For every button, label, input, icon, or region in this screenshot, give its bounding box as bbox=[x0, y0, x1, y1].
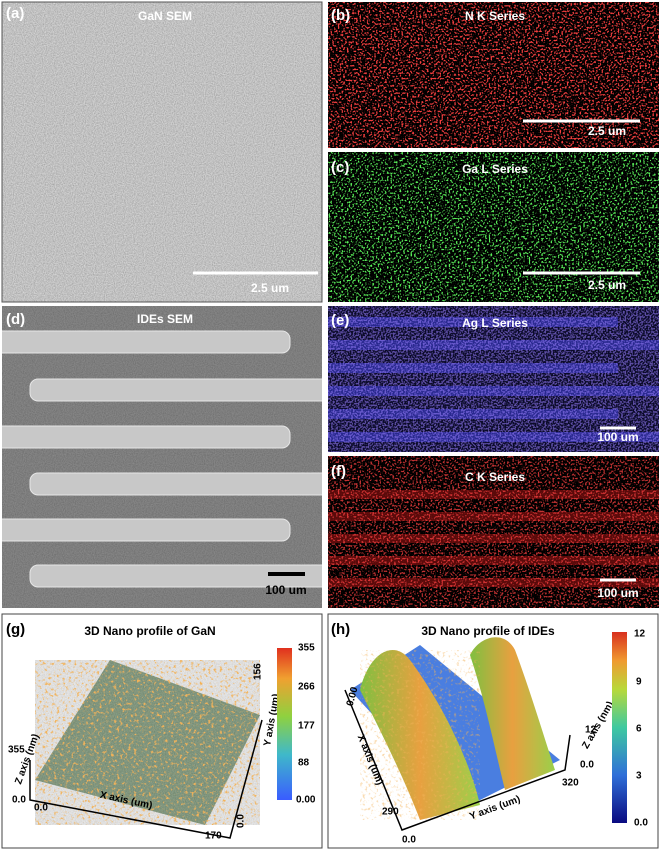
axes bbox=[29, 719, 263, 839]
axis-number: 12 bbox=[585, 725, 597, 736]
axis-number: 156 bbox=[253, 663, 264, 680]
colorbar-tick: 0.00 bbox=[296, 795, 316, 806]
scale-bar-label: 100 um bbox=[597, 430, 638, 444]
panel-label: (d) bbox=[6, 311, 25, 328]
axis-number: 355 bbox=[8, 745, 25, 756]
colorbar-tick: 6 bbox=[636, 724, 642, 735]
sem-texture bbox=[2, 306, 322, 608]
scale-bar-label: 2.5 um bbox=[588, 278, 626, 292]
axis-number: 0.00 bbox=[345, 685, 361, 707]
eds-map bbox=[328, 2, 659, 148]
scale-bar-label: 2.5 um bbox=[588, 124, 626, 138]
colorbar-tick: 12 bbox=[634, 629, 646, 640]
panel-title: N K Series bbox=[465, 9, 525, 23]
scale-bar-label: 2.5 um bbox=[251, 281, 289, 295]
panel-label: (a) bbox=[6, 5, 24, 22]
panel-label: (g) bbox=[6, 621, 25, 638]
axis-number: 0.0 bbox=[34, 803, 48, 814]
colorbar-tick: 3 bbox=[636, 771, 642, 782]
panel-title: C K Series bbox=[465, 470, 525, 484]
axis-number: 0.0 bbox=[12, 795, 26, 806]
axis-number: 290 bbox=[382, 807, 399, 818]
panel-label: (f) bbox=[331, 463, 346, 480]
panel-label: (b) bbox=[331, 7, 350, 24]
axes bbox=[344, 689, 571, 831]
eds-map bbox=[328, 456, 659, 608]
axis-number: 170 bbox=[205, 831, 222, 842]
panel-title: 3D Nano profile of GaN bbox=[84, 624, 215, 638]
colorbar bbox=[612, 632, 627, 823]
panel-border bbox=[1, 1, 323, 303]
sem-image bbox=[2, 2, 322, 302]
colorbar-tick: 9 bbox=[636, 677, 642, 688]
axis-number: 0.0 bbox=[402, 835, 416, 846]
axis-number: 320 bbox=[562, 778, 579, 789]
panel-label: (e) bbox=[331, 312, 349, 329]
colorbar-tick: 0.0 bbox=[634, 818, 648, 829]
eds-map bbox=[328, 152, 659, 302]
panel-title: GaN SEM bbox=[138, 9, 192, 23]
panel-title: IDEs SEM bbox=[137, 312, 193, 326]
electrode-fingers bbox=[2, 330, 322, 588]
surface-peaks bbox=[35, 660, 260, 825]
panel-label: (h) bbox=[331, 621, 350, 638]
panel-title: Ga L Series bbox=[462, 162, 528, 176]
panel-title: Ag L Series bbox=[462, 316, 528, 330]
ridge bbox=[470, 637, 555, 790]
panel-title: 3D Nano profile of IDEs bbox=[421, 624, 555, 638]
colorbar-tick: 355 bbox=[298, 643, 315, 654]
scale-bar-label: 100 um bbox=[265, 583, 306, 597]
axis-number: 0.0 bbox=[236, 814, 247, 828]
colorbar bbox=[277, 648, 292, 800]
colorbar-tick: 177 bbox=[298, 721, 315, 732]
ridge-texture bbox=[360, 650, 480, 820]
axis-number: 0.0 bbox=[580, 760, 594, 771]
colorbar-tick: 266 bbox=[298, 682, 315, 693]
colorbar-tick: 88 bbox=[298, 758, 310, 769]
scale-bar-label: 100 um bbox=[597, 586, 638, 600]
panel-label: (c) bbox=[331, 159, 349, 176]
